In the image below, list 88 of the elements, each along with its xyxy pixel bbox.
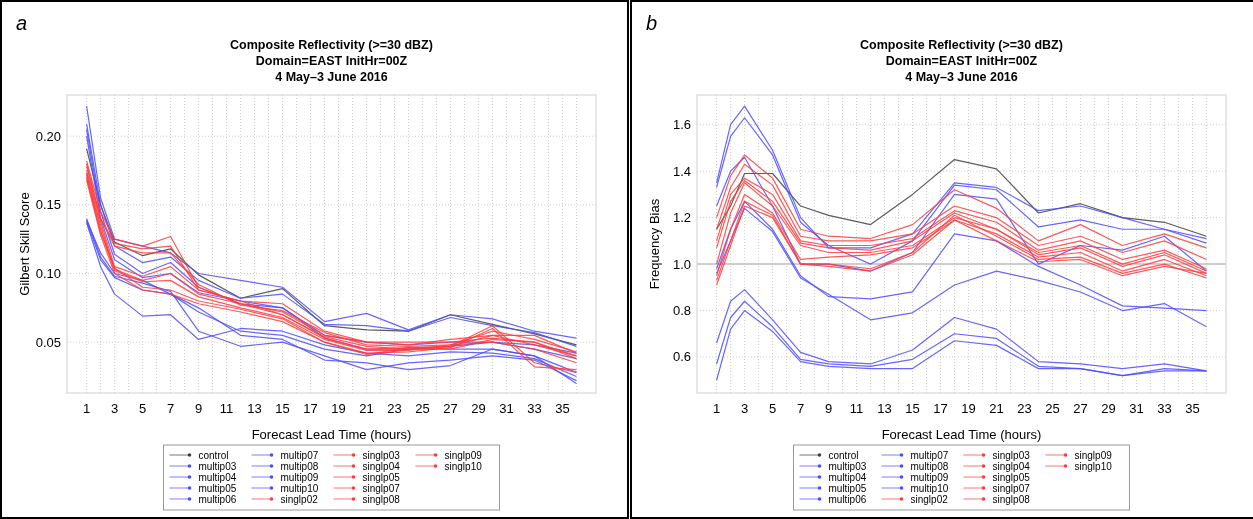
legend-label: singlp08 (362, 493, 401, 505)
legend-label: multip04 (828, 471, 867, 483)
legend-label: singlp04 (362, 460, 401, 472)
y-tick-label: 0.05 (35, 334, 61, 350)
x-tick-label: 31 (1129, 401, 1144, 416)
legend-label: multip03 (198, 460, 237, 472)
legend-label: singlp10 (444, 460, 483, 472)
y-tick-label: 1.6 (672, 117, 691, 133)
x-tick-label: 25 (1045, 401, 1060, 416)
y-tick-label: 0.8 (672, 303, 691, 319)
legend-label: singlp09 (1074, 449, 1113, 461)
legend-label: singlp07 (362, 482, 401, 494)
legend-label: multip07 (910, 449, 949, 461)
y-tick-label: 1.0 (672, 256, 691, 272)
legend-label: singlp02 (910, 493, 949, 505)
legend-label: multip06 (198, 493, 237, 505)
x-tick-label: 17 (933, 401, 948, 416)
legend-label: singlp07 (992, 482, 1031, 494)
x-tick-label: 25 (415, 401, 430, 416)
legend-label: singlp08 (992, 493, 1031, 505)
text: a (16, 12, 28, 34)
x-tick-label: 17 (303, 401, 318, 416)
x-tick-label: 31 (499, 401, 514, 416)
legend-label: multip07 (280, 449, 319, 461)
legend-label: singlp05 (362, 471, 401, 483)
x-tick-label: 35 (555, 401, 570, 416)
x-tick-label: 27 (1073, 401, 1088, 416)
y-tick-label: 1.2 (672, 210, 691, 226)
legend-label: multip06 (828, 493, 867, 505)
chart-title: Composite Reflectivity (>=30 dBZ) Domain=EAST InitHr=00Z 4 May–3 June 2016 (860, 38, 1063, 84)
x-tick-label: 15 (275, 401, 290, 416)
y-tick-label: 0.10 (35, 266, 61, 282)
x-tick-label: 7 (166, 401, 175, 416)
legend-label: singlp04 (992, 460, 1031, 472)
x-tick-label: 19 (331, 401, 346, 416)
legend-label: multip08 (280, 460, 319, 472)
x-tick-label: 11 (849, 401, 864, 416)
x-tick-label: 29 (1101, 401, 1116, 416)
legend-label: multip05 (828, 482, 867, 494)
legend-label: multip08 (910, 460, 949, 472)
x-tick-label: 21 (359, 401, 374, 416)
legend-label: singlp10 (1074, 460, 1113, 472)
legend-label: singlp02 (280, 493, 319, 505)
y-tick-label: 0.20 (35, 128, 61, 144)
x-tick-label: 23 (1017, 401, 1032, 416)
y-axis-title: Frequency Bias (647, 198, 662, 290)
x-tick-label: 27 (443, 401, 458, 416)
x-tick-label: 3 (110, 401, 119, 416)
y-axis-title: Gilbert Skill Score (17, 192, 32, 296)
legend-label: control (198, 449, 229, 461)
x-tick-label: 13 (877, 401, 892, 416)
y-tick-label: 0.6 (672, 349, 691, 365)
legend-label: multip05 (198, 482, 237, 494)
y-tick-label: 1.4 (672, 163, 691, 179)
legend-label: multip10 (910, 482, 949, 494)
x-tick-label: 5 (138, 401, 147, 416)
chart-title: Composite Reflectivity (>=30 dBZ) Domain=EAST InitHr=00Z 4 May–3 June 2016 (230, 38, 433, 84)
legend-label: singlp05 (992, 471, 1031, 483)
text: b (646, 12, 658, 34)
x-axis-title: Forecast Lead Time (hours) (251, 427, 412, 442)
x-tick-label: 33 (527, 401, 542, 416)
x-tick-label: 9 (194, 401, 203, 416)
legend-label: singlp03 (362, 449, 401, 461)
x-tick-label: 21 (989, 401, 1004, 416)
x-tick-label: 33 (1157, 401, 1172, 416)
x-axis-title: Forecast Lead Time (hours) (881, 427, 1042, 442)
legend-label: control (828, 449, 859, 461)
x-tick-label: 29 (471, 401, 486, 416)
y-tick-label: 0.15 (35, 197, 61, 213)
legend-label: multip09 (280, 471, 319, 483)
legend-label: multip03 (828, 460, 867, 472)
legend-label: multip09 (910, 471, 949, 483)
x-tick-label: 1 (82, 401, 91, 416)
legend-label: singlp09 (444, 449, 483, 461)
x-tick-label: 5 (768, 401, 777, 416)
x-tick-label: 15 (905, 401, 920, 416)
x-tick-label: 7 (796, 401, 805, 416)
x-tick-label: 9 (824, 401, 833, 416)
x-tick-label: 3 (740, 401, 749, 416)
legend-label: singlp03 (992, 449, 1031, 461)
legend-label: multip04 (198, 471, 237, 483)
x-tick-label: 35 (1185, 401, 1200, 416)
legend-label: multip10 (280, 482, 319, 494)
x-tick-label: 19 (961, 401, 976, 416)
x-tick-label: 11 (219, 401, 234, 416)
x-tick-label: 1 (712, 401, 721, 416)
x-tick-label: 23 (387, 401, 402, 416)
x-tick-label: 13 (247, 401, 262, 416)
